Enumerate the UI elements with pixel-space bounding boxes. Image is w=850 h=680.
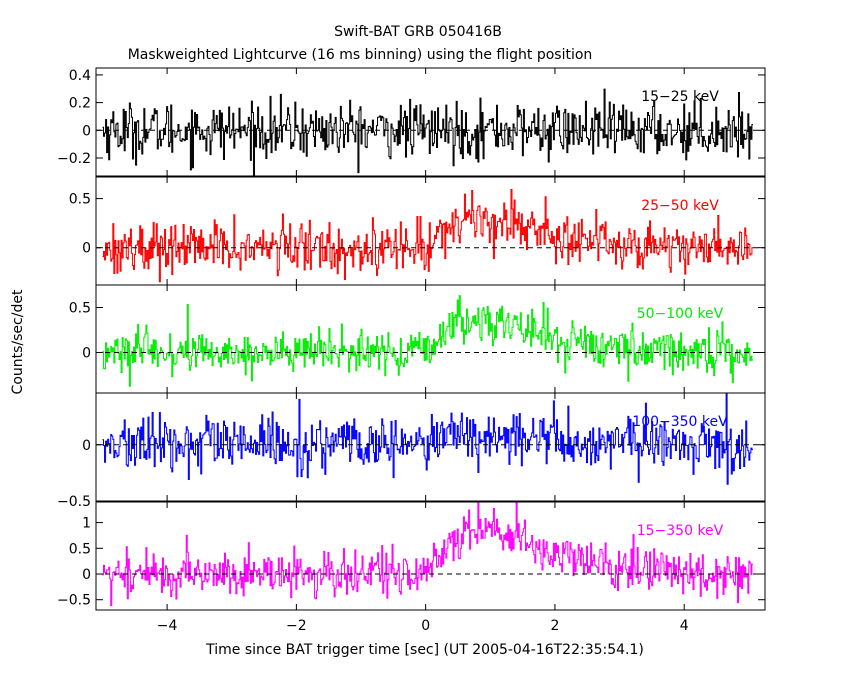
band-label: 50−100 keV xyxy=(637,306,724,322)
series-line-0 xyxy=(102,88,753,176)
y-tick-label: −0.5 xyxy=(57,593,91,609)
band-label: 15−350 keV xyxy=(637,523,724,539)
series-line-2 xyxy=(102,295,753,387)
y-tick-label: 0.2 xyxy=(69,96,91,112)
y-tick-label: −0.5 xyxy=(57,494,91,510)
y-axis-label: Counts/sec/det xyxy=(10,289,26,394)
x-tick-label: 2 xyxy=(550,618,559,634)
x-tick-label: −4 xyxy=(157,618,178,634)
series-line-1 xyxy=(102,188,753,283)
panel-frame xyxy=(95,392,766,502)
x-tick-label: 4 xyxy=(680,618,689,634)
panel-100-350-kev: −0.5 0 100−350 keV xyxy=(57,392,766,510)
panel-15-350-kev: −0.5 0 0.5 1 15−350 keV xyxy=(57,501,766,611)
y-tick-label: 0 xyxy=(82,241,91,257)
y-tick-label: 1 xyxy=(82,516,91,532)
series-line-4 xyxy=(102,502,753,606)
y-tick-label: −0.2 xyxy=(57,151,91,167)
panel-15-25-kev: −0.2 0 0.2 0.4 15−25 keV xyxy=(57,67,766,177)
y-tick-label: 0.5 xyxy=(69,192,91,208)
y-tick-label: 0.5 xyxy=(69,301,91,317)
panels-group: −0.2 0 0.2 0.4 15−25 keV 0 0.5 25−50 keV 0 0.5 50−… xyxy=(57,67,766,611)
panel-50-100-kev: 0 0.5 50−100 keV xyxy=(69,284,766,394)
x-ticks-group: −4 −2 0 2 4 xyxy=(157,618,689,634)
band-label: 100−350 keV xyxy=(632,414,728,430)
x-axis-label: Time since BAT trigger time [sec] (UT 20… xyxy=(205,642,644,658)
band-label: 15−25 keV xyxy=(641,89,719,105)
y-tick-label: 0.5 xyxy=(69,541,91,557)
x-tick-label: 0 xyxy=(421,618,430,634)
y-tick-label: 0 xyxy=(82,346,91,362)
y-tick-label: 0 xyxy=(82,438,91,454)
y-tick-label: 0 xyxy=(82,567,91,583)
panel-frame xyxy=(95,284,766,394)
panel-25-50-kev: 0 0.5 25−50 keV xyxy=(69,176,766,286)
panel-frame xyxy=(95,67,766,177)
panel-frame xyxy=(95,501,766,611)
y-tick-label: 0 xyxy=(82,123,91,139)
series-line-3 xyxy=(102,393,753,485)
chart-title: Swift-BAT GRB 050416B xyxy=(334,24,502,40)
y-tick-label: 0.4 xyxy=(69,68,91,84)
chart-subtitle: Maskweighted Lightcurve (16 ms binning) … xyxy=(128,47,593,63)
band-label: 25−50 keV xyxy=(641,198,719,214)
x-tick-label: −2 xyxy=(286,618,307,634)
